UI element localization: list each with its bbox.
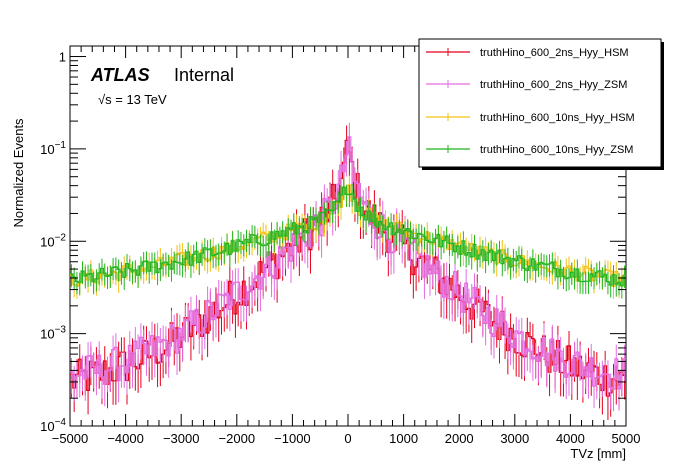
y-tick-label: 10−1 — [40, 140, 66, 157]
legend-item: truthHino_600_10ns_Hyy_HSM — [426, 112, 635, 124]
series-line — [70, 136, 626, 390]
legend-item: truthHino_600_2ns_Hyy_HSM — [426, 47, 629, 59]
legend-box — [418, 38, 662, 168]
x-tick-label: −4000 — [107, 431, 144, 446]
x-tick-label: −5000 — [52, 431, 89, 446]
series-layer — [70, 122, 626, 421]
x-tick-label: −3000 — [163, 431, 200, 446]
series-truthHino_600_10ns_Hyy_ZSM — [70, 177, 626, 299]
energy-label: √s = 13 TeV — [98, 92, 167, 107]
y-tick-label: 10−2 — [40, 232, 66, 249]
y-tick-label: 10−3 — [40, 325, 66, 342]
series-line — [70, 186, 626, 287]
x-axis-title: TVz [mm] — [570, 446, 626, 461]
legend-label: truthHino_600_2ns_Hyy_ZSM — [480, 79, 627, 91]
x-tick-label: 5000 — [612, 431, 641, 446]
x-tick-label: 3000 — [500, 431, 529, 446]
legend: truthHino_600_2ns_Hyy_HSM truthHino_600_2… — [418, 38, 664, 170]
x-tick-label: 4000 — [556, 431, 585, 446]
legend-label: truthHino_600_2ns_Hyy_HSM — [480, 47, 629, 59]
x-tick-label: −2000 — [219, 431, 256, 446]
series-line — [70, 184, 626, 287]
legend-item: truthHino_600_2ns_Hyy_ZSM — [426, 79, 627, 91]
x-tick-label: 0 — [344, 431, 351, 446]
legend-label: truthHino_600_10ns_Hyy_ZSM — [480, 144, 633, 156]
y-axis-title: Normalized Events — [11, 118, 26, 228]
legend-label: truthHino_600_10ns_Hyy_HSM — [480, 112, 635, 124]
legend-item: truthHino_600_10ns_Hyy_ZSM — [426, 144, 633, 156]
x-tick-label: 2000 — [445, 431, 474, 446]
x-tick-label: −1000 — [274, 431, 311, 446]
internal-label: Internal — [174, 65, 234, 85]
x-tick-label: 1000 — [389, 431, 418, 446]
y-tick-label: 1 — [59, 50, 66, 65]
x-axis: −5000 −4000 −3000 −2000 −1000 0 1000 2000 3000 40… — [52, 46, 641, 446]
y-tick-label: 10−4 — [40, 417, 66, 434]
atlas-label: ATLAS — [90, 65, 150, 85]
